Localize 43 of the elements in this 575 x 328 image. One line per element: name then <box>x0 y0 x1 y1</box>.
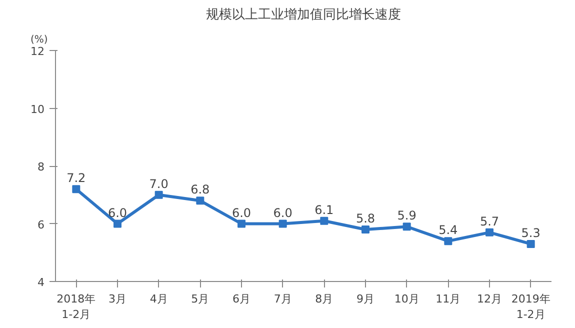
x-tick-label: 4月 <box>150 292 168 306</box>
x-tick-label: 11月 <box>436 292 461 306</box>
data-label: 6.0 <box>108 206 128 220</box>
data-label: 6.8 <box>190 182 210 197</box>
x-tick-label: 2018年 1-2月 <box>56 292 96 322</box>
point <box>444 237 452 246</box>
x-tick-label: 6月 <box>232 292 250 306</box>
y-tick-label: 6 <box>38 218 44 232</box>
y-tick-label: 10 <box>30 102 45 116</box>
y-axis-title: (%) <box>30 34 48 46</box>
point <box>278 220 287 228</box>
y-tick-label: 8 <box>38 160 44 174</box>
data-label: 5.9 <box>397 208 416 223</box>
x-tick-label: 9月 <box>356 292 374 306</box>
point <box>402 222 411 231</box>
data-label: 7.0 <box>149 176 168 191</box>
point <box>238 220 246 228</box>
x-tick-label: 7月 <box>274 292 292 306</box>
point <box>526 240 535 248</box>
data-label: 6.0 <box>273 206 292 220</box>
x-tick-label: 10月 <box>394 292 420 306</box>
x-tick-label: 5月 <box>191 292 210 306</box>
chart-title: 规模以上工业增加值同比增长速度 <box>206 6 401 22</box>
data-label: 5.8 <box>356 212 376 226</box>
y-tick-label: 12 <box>30 45 45 58</box>
data-label: 5.4 <box>438 223 458 238</box>
point <box>114 220 122 228</box>
x-tick-label: 8月 <box>315 292 334 306</box>
data-label: 6.0 <box>232 206 252 220</box>
y-tick-label: 4 <box>38 276 44 289</box>
data-label: 5.7 <box>480 214 500 228</box>
data-label: 6.1 <box>314 202 334 217</box>
point <box>362 226 370 234</box>
point <box>320 216 328 225</box>
point <box>196 196 204 205</box>
x-tick-label: 3月 <box>108 292 126 306</box>
x-tick-label: 2019年 1-2月 <box>511 292 550 322</box>
point <box>72 185 80 194</box>
data-label: 5.3 <box>521 226 540 240</box>
point <box>154 190 163 199</box>
data-label: 7.2 <box>66 171 86 186</box>
point <box>486 228 494 236</box>
x-tick-label: 12月 <box>477 292 502 306</box>
